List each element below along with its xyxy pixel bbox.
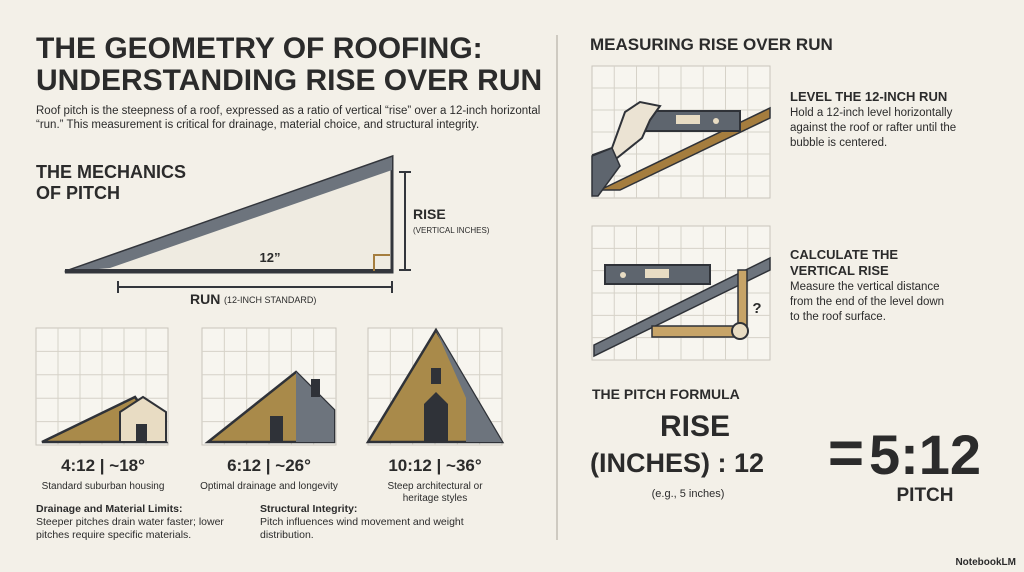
pitch-description: heritage styles xyxy=(403,493,467,504)
step-text: against the roof or rafter until the xyxy=(790,122,956,134)
door xyxy=(136,424,147,442)
sleeve xyxy=(591,147,621,197)
step-text: to the roof surface. xyxy=(790,311,886,323)
brand: NotebookLM xyxy=(955,557,1016,568)
note-heading: Structural Integrity: xyxy=(260,503,357,515)
window xyxy=(431,368,441,384)
roof-shade xyxy=(436,330,502,442)
ruler-joint xyxy=(731,322,749,340)
level-dot xyxy=(713,118,719,124)
rafter xyxy=(593,256,771,358)
formula-example: (e.g., 5 inches) xyxy=(652,488,725,500)
formula-heading: THE PITCH FORMULA xyxy=(592,386,740,402)
pitch-description: Standard suburban housing xyxy=(42,481,165,492)
house xyxy=(119,395,167,443)
formula-result-label: PITCH xyxy=(897,485,954,506)
note-text: Steeper pitches drain water faster; lowe… xyxy=(36,516,224,528)
step-text: Hold a 12-inch level horizontally xyxy=(790,107,953,119)
step-text: Measure the vertical distance xyxy=(790,281,940,293)
note-text: pitches require specific materials. xyxy=(36,529,191,541)
section-heading: OF PITCH xyxy=(36,183,120,203)
step-text: bubble is centered. xyxy=(790,137,887,149)
note-text: Pitch influences wind movement and weigh… xyxy=(260,516,464,528)
bubble xyxy=(645,269,669,278)
rise-note: (VERTICAL INCHES) xyxy=(413,226,490,235)
unknown-marker: ? xyxy=(752,300,761,317)
pitch-description: Steep architectural or xyxy=(387,481,483,492)
right-angle xyxy=(373,254,390,271)
section-heading: THE MECHANICS xyxy=(36,162,186,182)
step-heading: CALCULATE THE xyxy=(790,247,898,262)
title: UNDERSTANDING RISE OVER RUN xyxy=(36,64,542,97)
formula-equals: = xyxy=(828,419,864,488)
chimney xyxy=(311,379,320,397)
intro: Roof pitch is the steepness of a roof, e… xyxy=(36,105,540,117)
ruler xyxy=(651,325,743,338)
level-dot xyxy=(620,272,626,278)
pitch-value: 4:12 | ~18° xyxy=(61,456,145,475)
intro: “run.” This measurement is critical for … xyxy=(36,119,479,131)
title: THE GEOMETRY OF ROOFING: xyxy=(36,32,483,65)
step-heading: VERTICAL RISE xyxy=(790,263,889,278)
roof-slope xyxy=(65,157,392,272)
note-text: distribution. xyxy=(260,529,314,541)
door xyxy=(424,392,448,442)
bubble xyxy=(676,115,700,124)
step-text: from the end of the level down xyxy=(790,296,944,308)
base-label: 12” xyxy=(260,250,281,265)
note-heading: Drainage and Material Limits: xyxy=(36,503,182,515)
formula-result: 5:12 xyxy=(869,423,981,486)
pitch-value: 10:12 | ~36° xyxy=(388,456,482,475)
run-note: (12-INCH STANDARD) xyxy=(224,295,316,305)
run-label: RUN xyxy=(190,291,220,307)
formula-denominator: (INCHES) : 12 xyxy=(590,448,764,478)
section-heading: MEASURING RISE OVER RUN xyxy=(590,35,833,54)
step-heading: LEVEL THE 12-INCH RUN xyxy=(790,89,947,104)
formula-numerator: RISE xyxy=(660,410,730,443)
pitch-value: 6:12 | ~26° xyxy=(227,456,311,475)
door xyxy=(270,416,283,442)
roof-shade xyxy=(296,372,334,442)
pitch-description: Optimal drainage and longevity xyxy=(200,481,338,492)
rise-label: RISE xyxy=(413,206,446,222)
